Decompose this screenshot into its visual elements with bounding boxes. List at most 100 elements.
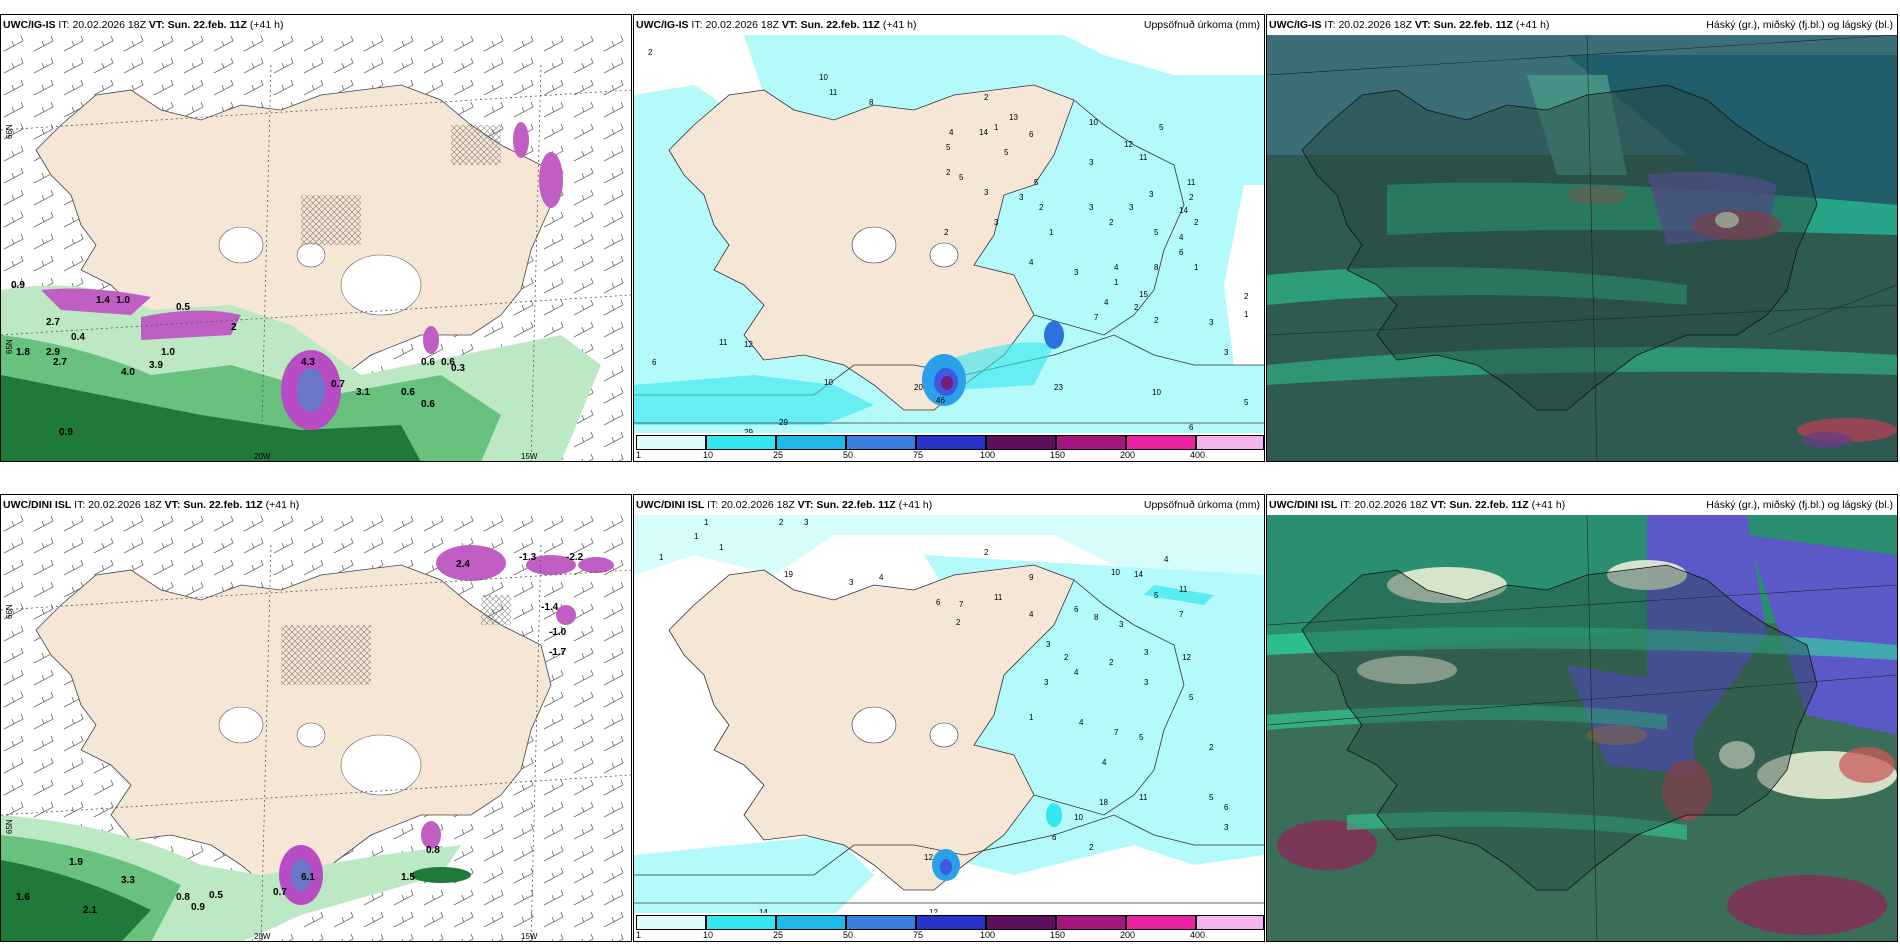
- svg-text:-1.4: -1.4: [541, 602, 559, 613]
- grid-labels: 66N 65N 20W 15W: [5, 124, 538, 461]
- svg-text:3: 3: [1089, 203, 1094, 212]
- svg-text:2: 2: [1109, 658, 1114, 667]
- svg-text:46: 46: [936, 396, 945, 405]
- svg-text:3: 3: [1119, 620, 1124, 629]
- colorbar-bin: [1196, 915, 1264, 930]
- colorbar-bin: [706, 915, 776, 930]
- svg-text:0.8: 0.8: [176, 892, 190, 903]
- svg-text:3: 3: [1046, 640, 1051, 649]
- svg-text:2: 2: [1109, 218, 1114, 227]
- colorbar-label: 25: [773, 450, 784, 460]
- svg-text:2: 2: [1039, 203, 1044, 212]
- svg-text:1.0: 1.0: [161, 347, 175, 358]
- svg-text:1.9: 1.9: [69, 857, 83, 868]
- svg-text:11: 11: [994, 593, 1003, 602]
- svg-text:-2.2: -2.2: [566, 552, 584, 563]
- svg-text:65N: 65N: [5, 339, 14, 354]
- svg-text:65N: 65N: [5, 819, 14, 834]
- colorbar-label: 25: [773, 930, 784, 940]
- svg-text:11: 11: [1139, 153, 1148, 162]
- colorbar-bin: [776, 435, 846, 450]
- colorbar-bin: [1126, 435, 1196, 450]
- svg-text:1: 1: [719, 543, 724, 552]
- colorbar-bin: [636, 915, 706, 930]
- svg-text:7: 7: [1179, 610, 1184, 619]
- svg-text:0.4: 0.4: [71, 332, 85, 343]
- svg-text:2.4: 2.4: [456, 559, 470, 570]
- colorbar-label: 100: [980, 450, 996, 460]
- svg-text:1.0: 1.0: [116, 295, 130, 306]
- svg-text:0.9: 0.9: [11, 280, 25, 291]
- svg-text:3: 3: [1209, 318, 1214, 327]
- svg-text:4: 4: [1079, 718, 1084, 727]
- colorbar-bin: [1126, 915, 1196, 930]
- svg-text:3: 3: [1019, 193, 1024, 202]
- svg-text:5: 5: [1189, 693, 1194, 702]
- svg-text:11: 11: [1139, 793, 1148, 802]
- svg-text:3: 3: [1044, 678, 1049, 687]
- colorbar-label: 50: [843, 930, 854, 940]
- svg-text:23: 23: [1054, 383, 1063, 392]
- grid-labels: 66N 65N 20W 15W: [5, 604, 538, 941]
- svg-text:7: 7: [1094, 313, 1099, 322]
- svg-text:4: 4: [1179, 233, 1184, 242]
- colorbar-label: 150: [1050, 450, 1066, 460]
- svg-text:1: 1: [1114, 278, 1119, 287]
- svg-text:20W: 20W: [254, 452, 271, 461]
- svg-text:3: 3: [804, 518, 809, 527]
- svg-text:11: 11: [1179, 585, 1188, 594]
- svg-text:8: 8: [869, 98, 874, 107]
- colorbar-bin: [636, 435, 706, 450]
- svg-text:-1.0: -1.0: [549, 627, 567, 638]
- svg-text:5: 5: [1139, 733, 1144, 742]
- svg-text:3: 3: [994, 218, 999, 227]
- svg-text:4.0: 4.0: [121, 367, 135, 378]
- svg-text:1: 1: [704, 518, 709, 527]
- svg-text:-1.3: -1.3: [519, 552, 537, 563]
- svg-text:6: 6: [936, 598, 941, 607]
- map-wind-barbs: 66N 65N 20W 15W 0.9 1.4 1.0 0.5 2 2.7 0.…: [1, 35, 631, 461]
- svg-text:6: 6: [1029, 130, 1034, 139]
- svg-text:2: 2: [1064, 653, 1069, 662]
- svg-text:6.1: 6.1: [301, 872, 315, 883]
- colorbar-label: 1: [636, 930, 642, 940]
- svg-text:2: 2: [946, 168, 951, 177]
- svg-text:4: 4: [949, 128, 954, 137]
- svg-text:19: 19: [784, 570, 793, 579]
- svg-text:1: 1: [659, 553, 664, 562]
- svg-text:14: 14: [1134, 570, 1143, 579]
- colorbar-label: 1: [636, 450, 642, 460]
- colorbar-label: 50: [843, 450, 854, 460]
- svg-text:14: 14: [979, 128, 988, 137]
- svg-text:11: 11: [719, 338, 728, 347]
- svg-text:1.5: 1.5: [401, 872, 415, 883]
- map-accumulated-precip: 2 10 11 8 2 13 1 14 10 5 4 2 5 6 12 5 3 …: [634, 35, 1264, 461]
- panel-dini-precip-wind: UWC/DINI ISL IT: 20.02.2026 18Z VT: Sun.…: [0, 494, 632, 942]
- svg-text:0.6: 0.6: [441, 357, 455, 368]
- svg-text:18: 18: [1099, 798, 1108, 807]
- svg-text:6: 6: [1074, 605, 1079, 614]
- precip-values: 2.4 -1.3 -2.2 -1.4 -1.0 -1.7 1.9 3.3 1.6…: [16, 552, 584, 916]
- panel-ig-is-clouds: UWC/IG-IS IT: 20.02.2026 18Z VT: Sun. 22…: [1266, 14, 1898, 462]
- svg-text:0.6: 0.6: [401, 387, 415, 398]
- svg-text:6: 6: [1179, 248, 1184, 257]
- svg-text:0.5: 0.5: [176, 302, 190, 313]
- panel-dini-clouds: UWC/DINI ISL IT: 20.02.2026 18Z VT: Sun.…: [1266, 494, 1898, 942]
- svg-text:66N: 66N: [5, 604, 14, 619]
- svg-text:7: 7: [1114, 728, 1119, 737]
- svg-text:3: 3: [984, 188, 989, 197]
- svg-text:10: 10: [1074, 813, 1083, 822]
- svg-text:3: 3: [1224, 823, 1229, 832]
- svg-text:0.8: 0.8: [426, 845, 440, 856]
- panel-ig-is-precip-wind: UWC/IG-IS IT: 20.02.2026 18Z VT: Sun. 22…: [0, 14, 632, 462]
- svg-text:2: 2: [1209, 743, 1214, 752]
- svg-text:5: 5: [1034, 178, 1039, 187]
- svg-text:0.5: 0.5: [209, 890, 223, 901]
- colorbar: 1 10 25 50 75 100 150 200 400: [634, 433, 1264, 461]
- svg-text:3: 3: [1074, 268, 1079, 277]
- svg-text:12: 12: [924, 853, 933, 862]
- svg-text:0.7: 0.7: [331, 379, 345, 390]
- svg-text:2.1: 2.1: [83, 905, 97, 916]
- svg-text:4: 4: [1104, 298, 1109, 307]
- svg-text:12: 12: [929, 908, 938, 917]
